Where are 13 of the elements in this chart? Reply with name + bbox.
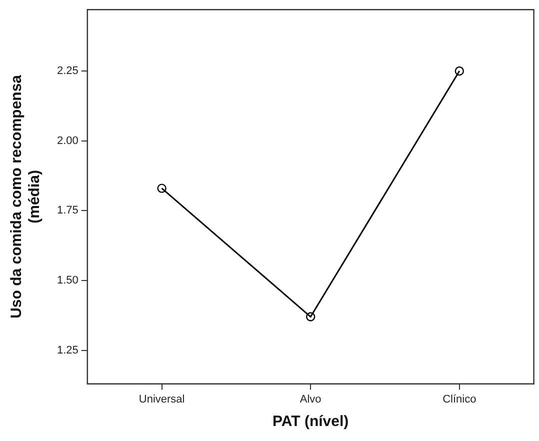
x-axis-title: PAT (nível) — [272, 413, 349, 430]
y-tick-label: 2.25 — [56, 65, 78, 78]
y-tick-label: 1.75 — [56, 204, 78, 217]
x-tick-label: Clínico — [442, 393, 476, 406]
point — [454, 66, 464, 76]
y-axis-title: Uso da comida como recompensa (média) — [8, 74, 44, 318]
y-tick-label: 2.00 — [56, 134, 78, 147]
point — [306, 312, 316, 322]
y-tick-label: 1.25 — [56, 344, 78, 356]
x-tick-label: Universal — [138, 393, 185, 406]
point — [157, 184, 166, 193]
x-tick-label: Alvo — [300, 393, 322, 406]
y-tick-label: 1.50 — [56, 274, 78, 287]
